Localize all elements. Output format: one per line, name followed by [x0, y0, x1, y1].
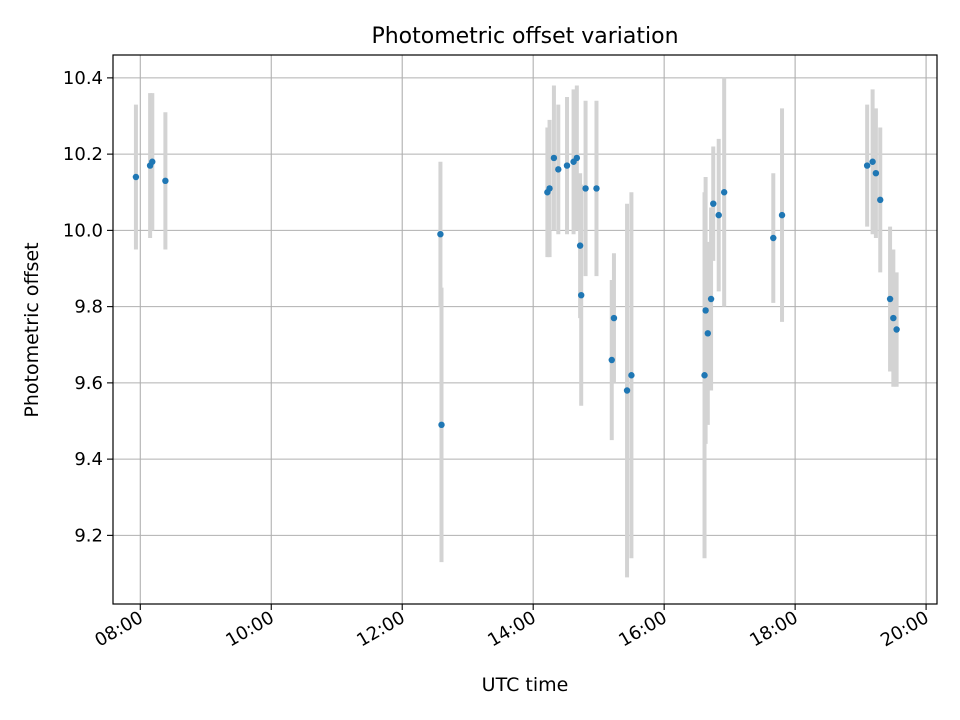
data-point: [582, 185, 589, 192]
data-point: [893, 326, 900, 333]
data-point: [872, 169, 880, 177]
data-point: [610, 314, 618, 322]
y-tick-label: 9.2: [74, 525, 103, 546]
data-point: [778, 211, 786, 219]
data-point: [877, 196, 884, 204]
data-point: [869, 158, 876, 165]
y-tick-label: 9.4: [74, 449, 103, 470]
plot-area-background: [113, 55, 937, 604]
y-axis-label: Photometric offset: [21, 242, 43, 417]
data-point: [546, 185, 553, 192]
data-point: [437, 230, 444, 238]
data-point: [863, 162, 871, 169]
data-point: [720, 189, 728, 196]
data-points: [132, 154, 900, 429]
y-tick-label: 9.6: [74, 373, 103, 394]
chart-title: Photometric offset variation: [371, 24, 678, 49]
grid-lines: [113, 55, 937, 604]
y-axis-ticks: 9.2 9.4 9.6 9.8 10.0 10.2 10.4: [63, 68, 113, 546]
y-tick-label: 10.4: [63, 68, 103, 89]
data-point: [162, 177, 169, 185]
data-point: [710, 200, 717, 207]
y-tick-label: 10.0: [63, 220, 103, 241]
data-point: [715, 211, 722, 219]
data-point: [555, 166, 562, 173]
data-point: [628, 372, 635, 379]
data-point: [704, 330, 712, 337]
data-point: [573, 154, 581, 162]
y-tick-label: 9.8: [74, 297, 103, 318]
data-point: [608, 356, 615, 364]
data-point: [149, 158, 156, 165]
plot-frame: [112, 54, 938, 605]
data-point: [576, 242, 584, 249]
data-point: [550, 154, 558, 162]
data-point: [701, 372, 708, 379]
data-point: [890, 314, 897, 322]
data-point: [578, 291, 585, 299]
data-point: [623, 387, 631, 394]
y-tick-label: 10.2: [63, 144, 103, 165]
data-point: [593, 185, 600, 192]
x-axis-label: UTC time: [482, 674, 569, 696]
data-point: [886, 295, 894, 303]
data-point: [707, 295, 715, 303]
data-point: [438, 421, 445, 429]
data-point: [770, 234, 777, 242]
data-point: [132, 173, 140, 181]
data-point: [702, 307, 709, 314]
data-point: [563, 162, 571, 169]
